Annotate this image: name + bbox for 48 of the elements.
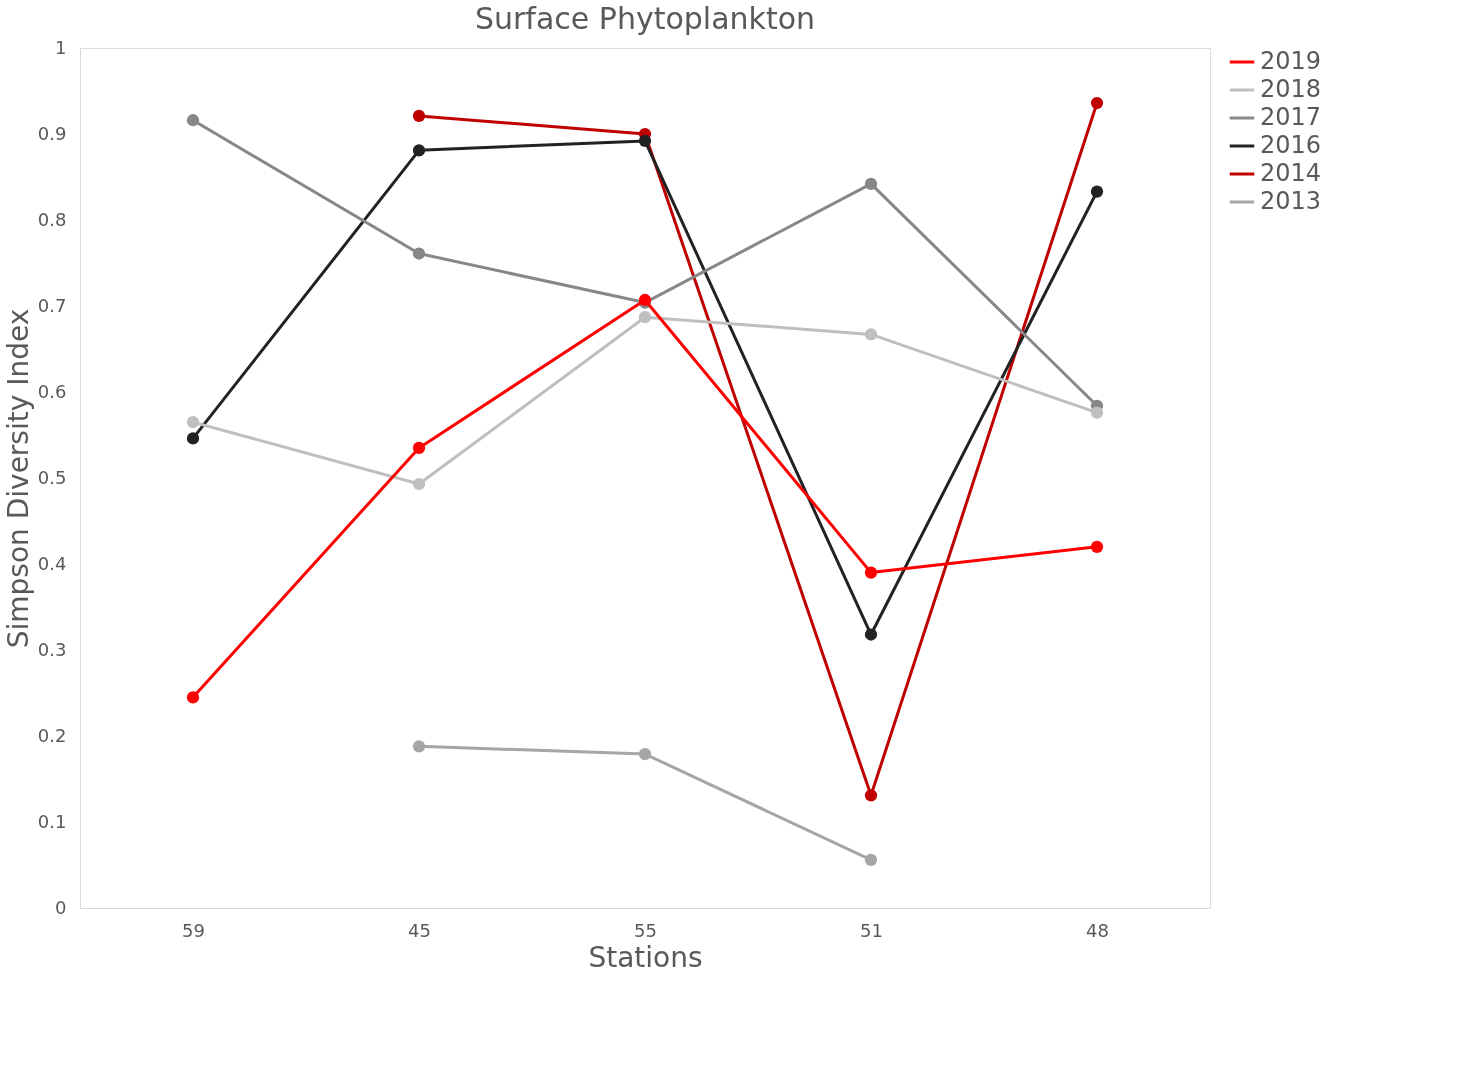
point [864,177,878,190]
point [864,566,878,579]
point [864,628,878,641]
point [1090,185,1104,198]
legend-label: 2016 [1260,131,1322,159]
point [412,247,426,260]
point [638,134,652,147]
y-tick-label: 0.8 [37,208,67,230]
y-tick-label: 0.9 [37,122,67,144]
y-axis-title: Simpson Diversity Index [1,308,35,649]
point [1090,540,1104,553]
point [1090,406,1104,419]
point [638,311,652,324]
legend-label: 2014 [1260,159,1322,187]
legend-label: 2017 [1260,103,1322,131]
point [864,328,878,341]
x-tick-label: 45 [408,919,431,941]
y-tick-label: 0.6 [37,380,67,402]
y-tick-label: 0.5 [37,466,67,488]
y-tick-label: 0.2 [37,724,67,746]
point [638,747,652,761]
point [864,789,878,802]
x-axis-title: Stations [588,940,703,974]
point [186,432,200,445]
y-tick-label: 0 [55,896,67,918]
point [864,853,878,866]
point [186,415,200,429]
x-tick-label: 48 [1086,919,1109,941]
point [186,691,200,704]
y-tick-label: 1 [55,36,67,58]
legend-label: 2018 [1260,75,1322,103]
x-tick-label: 59 [182,919,205,941]
point [186,114,200,127]
point [412,740,426,753]
x-tick-label: 51 [860,919,883,941]
y-tick-label: 0.7 [37,294,67,316]
point [412,477,426,491]
y-tick-label: 0.1 [37,810,67,832]
legend-label: 2013 [1260,187,1322,215]
point [412,109,426,123]
point [1090,96,1104,110]
x-tick-label: 55 [634,919,657,941]
legend-label: 2019 [1260,47,1322,75]
point [412,441,426,455]
y-tick-label: 0.4 [37,552,67,574]
chart-title: Surface Phytoplankton [474,1,816,36]
y-tick-label: 0.3 [37,638,67,660]
point [412,144,426,157]
